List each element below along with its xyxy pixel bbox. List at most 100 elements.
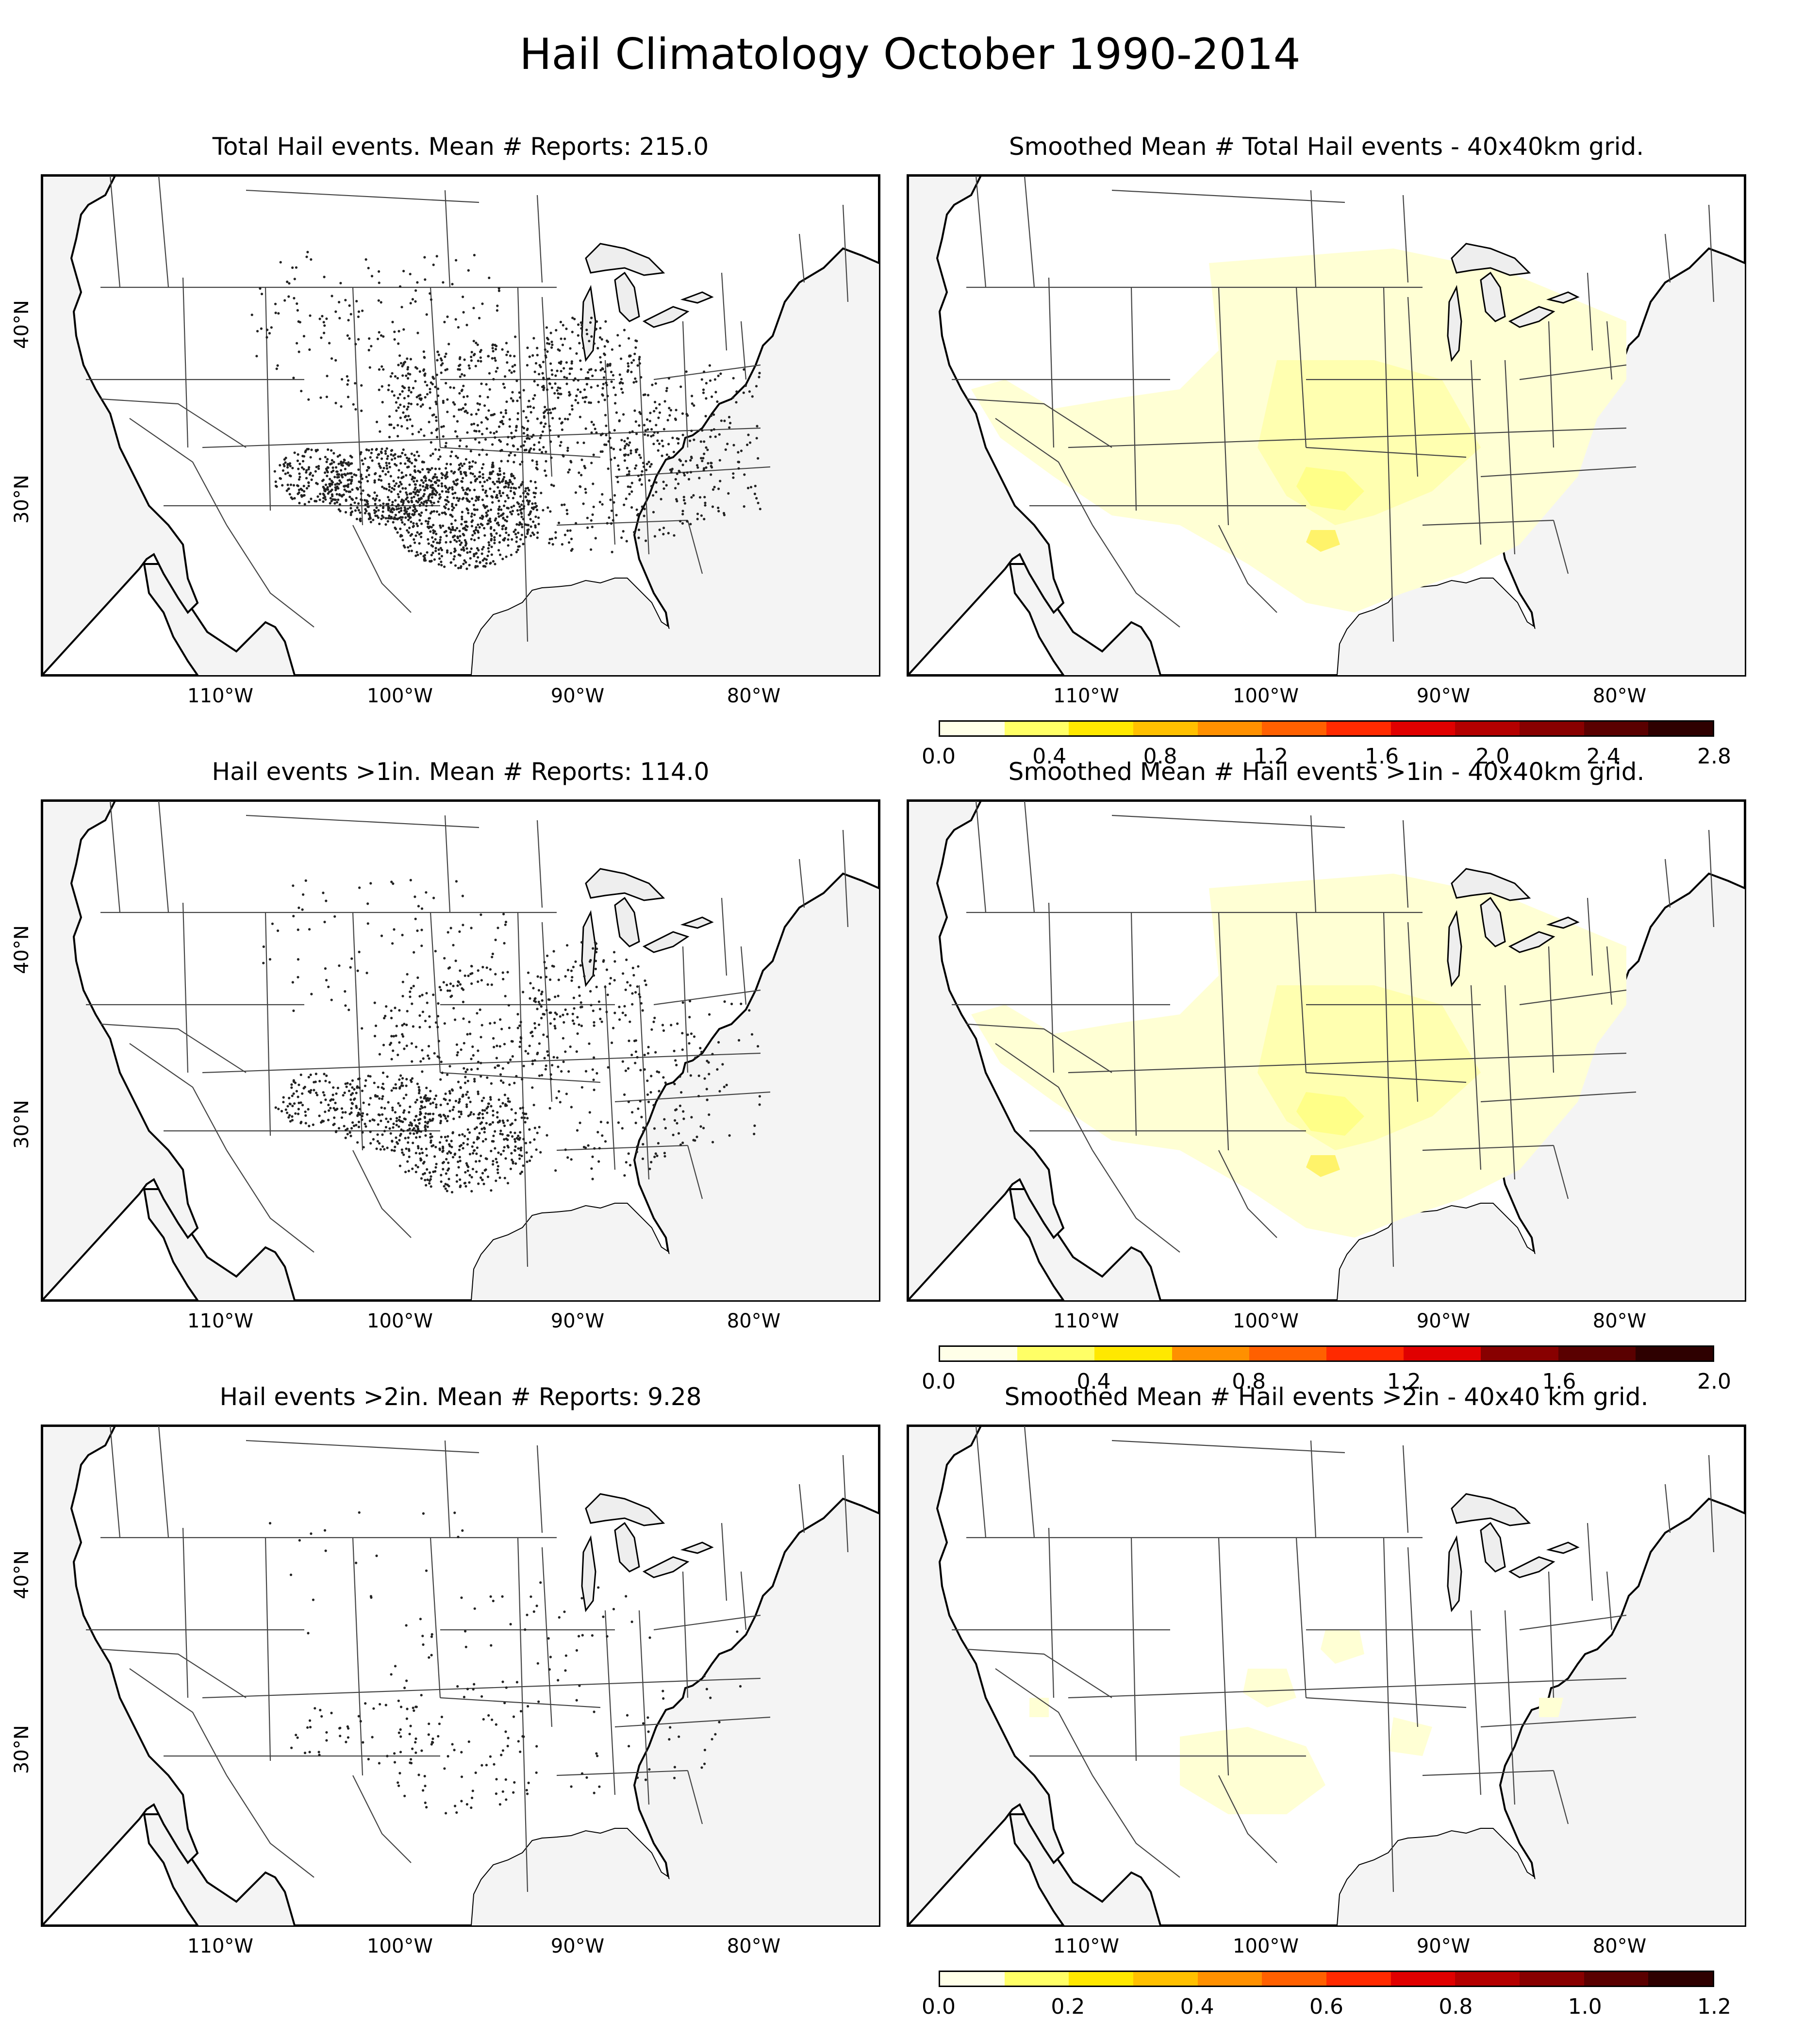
hail-report-dot bbox=[358, 886, 361, 889]
hail-report-dot bbox=[314, 1092, 318, 1094]
hail-report-dot bbox=[449, 463, 452, 466]
hail-report-dot bbox=[422, 368, 426, 371]
hail-report-dot bbox=[390, 423, 393, 426]
hail-report-dot bbox=[470, 423, 473, 426]
hail-report-dot bbox=[524, 1142, 528, 1144]
hail-report-dot bbox=[565, 509, 568, 512]
hail-report-dot bbox=[506, 460, 510, 463]
hail-report-dot bbox=[397, 485, 400, 488]
hail-report-dot bbox=[437, 394, 440, 397]
state-boundary bbox=[1048, 902, 1055, 1073]
hail-report-dot bbox=[650, 1075, 653, 1077]
hail-report-dot bbox=[458, 1148, 461, 1151]
hail-report-dot bbox=[618, 419, 621, 423]
hail-report-dot bbox=[296, 302, 298, 305]
hail-report-dot bbox=[492, 1114, 495, 1117]
hail-report-dot bbox=[425, 1147, 428, 1150]
hail-report-dot bbox=[466, 1128, 469, 1131]
hail-report-dot bbox=[367, 1075, 370, 1077]
hail-report-dot bbox=[705, 446, 708, 449]
hail-report-dot bbox=[447, 1177, 450, 1180]
colorbar-bin bbox=[1069, 1972, 1134, 1986]
hail-report-dot bbox=[399, 455, 402, 458]
hail-report-dot bbox=[605, 433, 608, 437]
hail-report-dot bbox=[644, 1778, 647, 1781]
hail-report-dot bbox=[438, 1141, 442, 1144]
hail-report-dot bbox=[286, 471, 289, 474]
hail-report-dot bbox=[369, 1142, 372, 1145]
hail-report-dot bbox=[451, 502, 454, 506]
state-boundary bbox=[604, 1610, 616, 1795]
hail-report-dot bbox=[477, 556, 480, 559]
state-boundary bbox=[1480, 466, 1637, 478]
hail-report-dot bbox=[469, 550, 472, 553]
great-lake bbox=[585, 868, 665, 901]
hail-report-dot bbox=[423, 1774, 426, 1778]
hail-report-dot bbox=[522, 389, 525, 392]
hail-report-dot bbox=[347, 472, 349, 475]
hail-report-dot bbox=[349, 313, 352, 315]
hail-report-dot bbox=[593, 1024, 596, 1027]
hail-report-dot bbox=[639, 995, 642, 998]
hail-report-dot bbox=[582, 1145, 585, 1148]
hail-report-dot bbox=[569, 347, 572, 350]
hail-report-dot bbox=[445, 1158, 448, 1160]
hail-report-dot bbox=[700, 1766, 703, 1769]
hail-report-dot bbox=[686, 1033, 689, 1036]
hail-report-dot bbox=[344, 511, 347, 514]
hail-report-dot bbox=[612, 501, 615, 504]
hail-report-dot bbox=[308, 1125, 311, 1127]
hail-report-dot bbox=[403, 506, 406, 509]
hail-report-dot bbox=[758, 1103, 761, 1106]
hail-report-dot bbox=[610, 458, 612, 461]
hail-report-dot bbox=[411, 1060, 414, 1063]
hail-report-dot bbox=[373, 1035, 377, 1038]
hail-report-dot bbox=[492, 1134, 495, 1137]
hail-report-dot bbox=[522, 1138, 525, 1141]
hail-report-dot bbox=[352, 1125, 356, 1127]
hail-report-dot bbox=[428, 1723, 430, 1725]
hail-report-dot bbox=[390, 1058, 393, 1060]
hail-report-dot bbox=[436, 359, 439, 362]
hail-report-dot bbox=[712, 413, 715, 416]
state-boundary bbox=[798, 859, 805, 908]
hail-report-dot bbox=[425, 1806, 428, 1809]
hail-report-dot bbox=[534, 524, 537, 527]
hail-report-dot bbox=[409, 545, 412, 547]
hail-report-dot bbox=[308, 348, 311, 351]
lon-tick: 80°W bbox=[1592, 1935, 1647, 1957]
hail-report-dot bbox=[378, 478, 381, 481]
hail-report-dot bbox=[735, 390, 738, 393]
hail-report-dot bbox=[559, 444, 562, 447]
hail-report-dot bbox=[524, 1121, 527, 1124]
hail-report-dot bbox=[298, 478, 301, 481]
hail-report-dot bbox=[388, 498, 391, 501]
hail-report-dot bbox=[737, 467, 740, 470]
hail-report-dot bbox=[446, 368, 449, 371]
hail-report-dot bbox=[592, 482, 595, 485]
hail-report-dot bbox=[662, 1029, 665, 1032]
hail-report-dot bbox=[424, 1121, 427, 1124]
hail-report-dot bbox=[501, 480, 504, 482]
hail-report-dot bbox=[490, 1644, 493, 1647]
hail-report-dot bbox=[632, 381, 635, 384]
hail-report-dot bbox=[457, 1166, 460, 1169]
hail-report-dot bbox=[520, 503, 523, 506]
hail-report-dot bbox=[310, 478, 313, 481]
lon-tick: 110°W bbox=[187, 685, 253, 707]
hail-report-dot bbox=[681, 510, 684, 513]
hail-report-dot bbox=[295, 1090, 298, 1093]
hail-report-dot bbox=[292, 914, 295, 918]
colorbar-tick-label: 0.0 bbox=[922, 744, 956, 769]
hail-report-dot bbox=[561, 428, 563, 431]
hail-report-dot bbox=[629, 441, 631, 444]
hail-report-dot bbox=[678, 1735, 680, 1738]
hail-report-dot bbox=[535, 463, 538, 466]
hail-report-dot bbox=[324, 498, 327, 501]
hail-report-dot bbox=[351, 1086, 354, 1089]
hail-report-dot bbox=[658, 1090, 661, 1093]
hail-report-dot bbox=[575, 352, 578, 355]
panel-title: Hail events >2in. Mean # Reports: 9.28 bbox=[219, 1383, 702, 1411]
hail-report-dot bbox=[570, 537, 573, 540]
hail-report-dot bbox=[572, 996, 575, 999]
